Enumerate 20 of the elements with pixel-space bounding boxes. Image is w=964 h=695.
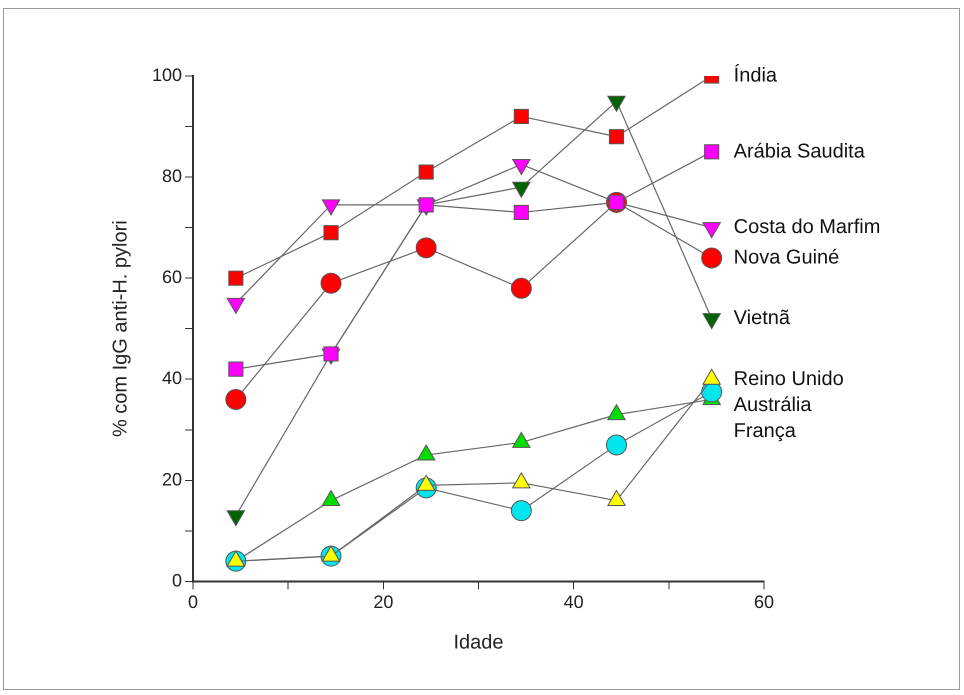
x-tick-label: 40 (564, 592, 584, 612)
y-tick-label: 100 (152, 64, 182, 85)
series-label: Índia (734, 64, 778, 87)
y-tick-label: 0 (172, 570, 182, 590)
x-axis-title: Idade (453, 632, 504, 654)
series-label: Austrália (734, 394, 812, 416)
series-label: Arábia Saudita (734, 140, 866, 162)
y-tick-label: 40 (162, 368, 182, 388)
x-tick-label: 60 (754, 592, 774, 612)
series-label: Costa do Marfim (734, 216, 880, 238)
y-axis-title: % com IgG anti-H. pylori (110, 220, 132, 438)
x-tick-label: 0 (188, 592, 198, 612)
y-tick-label: 60 (162, 267, 182, 288)
series-label: Reino Unido (734, 368, 844, 390)
y-tick-label: 20 (162, 469, 182, 490)
y-tick-label: 80 (162, 166, 182, 186)
series-label: Nova Guiné (734, 246, 840, 268)
series-label: França (734, 420, 797, 442)
series-label: Vietnã (734, 307, 791, 330)
x-tick-label: 20 (373, 592, 394, 612)
